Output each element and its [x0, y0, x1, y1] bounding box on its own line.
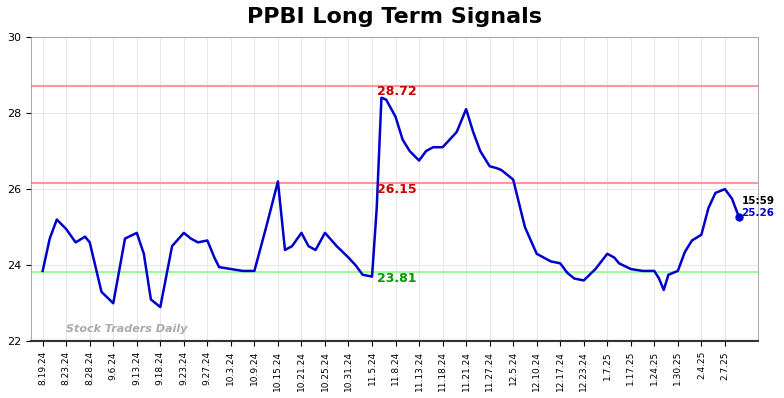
Text: 23.81: 23.81 [377, 272, 416, 285]
Title: PPBI Long Term Signals: PPBI Long Term Signals [247, 7, 542, 27]
Text: 15:59: 15:59 [742, 196, 775, 206]
Text: Stock Traders Daily: Stock Traders Daily [66, 324, 187, 334]
Text: 28.72: 28.72 [377, 85, 416, 98]
Text: 25.26: 25.26 [742, 209, 775, 219]
Text: 26.15: 26.15 [377, 183, 416, 196]
